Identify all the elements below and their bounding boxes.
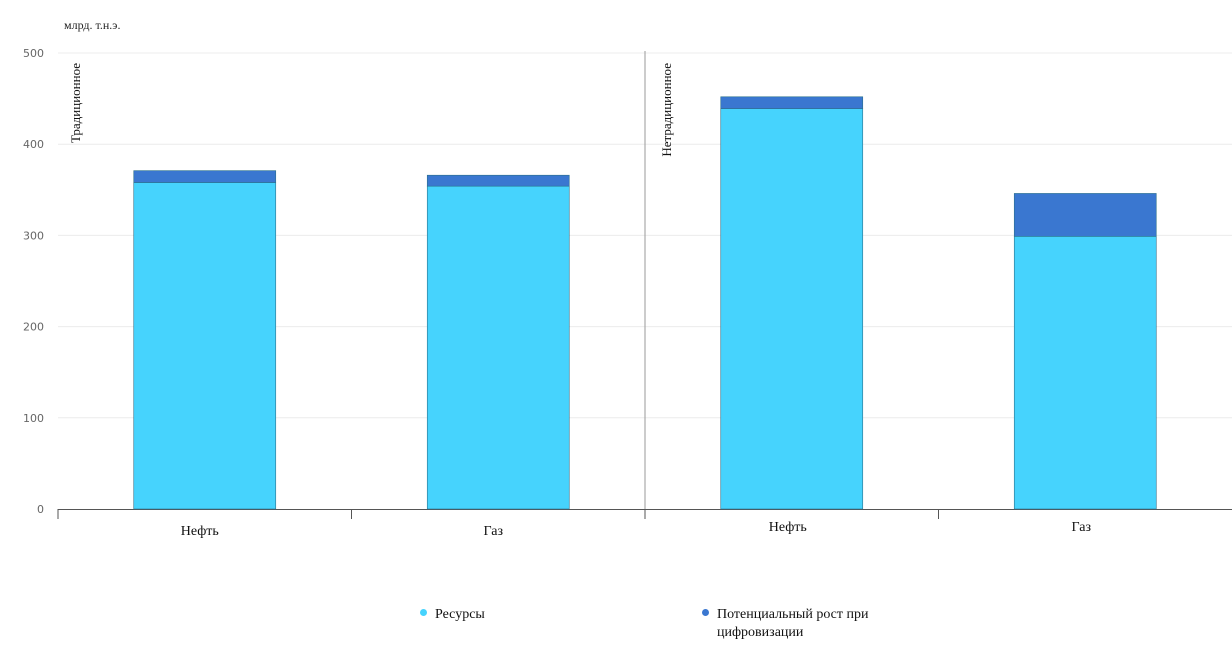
x-tick-label: Газ <box>484 524 504 539</box>
legend-item-digital-growth: Потенциальный рост при цифровизации <box>702 606 937 642</box>
bar-segment-digital-growth <box>133 170 277 183</box>
y-tick-label: 200 <box>23 321 44 334</box>
group-label: Традиционное <box>68 63 83 143</box>
legend-marker-digital-growth <box>702 609 709 616</box>
bar-segment-digital-growth <box>426 174 570 187</box>
y-tick-label: 500 <box>23 47 44 60</box>
bar-segment-resources <box>1013 236 1157 510</box>
x-tick-label: Газ <box>1072 520 1092 535</box>
legend-label-resources: Ресурсы <box>435 607 485 622</box>
y-tick-label: 0 <box>37 503 44 516</box>
y-tick-label: 400 <box>23 138 44 151</box>
legend-marker-resources <box>420 609 427 616</box>
y-axis-unit-label: млрд. т.н.э. <box>64 18 121 32</box>
x-tick-label: Нефть <box>769 520 807 535</box>
legend-item-resources: Ресурсы <box>420 606 485 624</box>
x-tick-label: Нефть <box>181 524 219 539</box>
bar-segment-resources <box>133 182 277 510</box>
bar-segment-digital-growth <box>720 96 864 109</box>
group-label: Нетрадиционное <box>659 63 674 157</box>
legend-label-digital-growth: Потенциальный рост при цифровизации <box>717 607 869 640</box>
bar-segment-digital-growth <box>1013 193 1157 237</box>
y-tick-label: 300 <box>23 229 44 242</box>
bar-segment-resources <box>426 185 570 510</box>
bar-segment-resources <box>720 108 864 510</box>
stacked-bar-chart: 0 100 200 300 400 500 Нефть Газ Нефть Газ Традицио… <box>23 47 1232 539</box>
y-tick-label: 100 <box>23 412 44 425</box>
